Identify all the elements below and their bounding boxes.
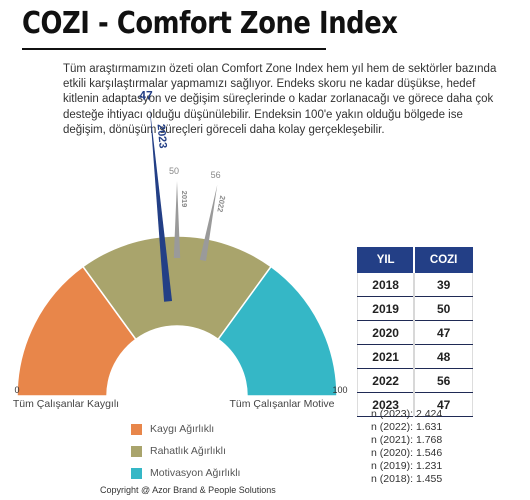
table-row: 2018 39 <box>357 272 474 297</box>
table-cell-year: 2022 <box>357 368 415 393</box>
needle-year-label: 2023 <box>154 124 168 150</box>
table-cell-year: 2018 <box>357 272 415 297</box>
table-row: 2021 48 <box>357 344 474 369</box>
table-cell-cozi: 48 <box>413 344 474 369</box>
gauge-segment-motive <box>217 265 338 397</box>
sample-size-item: n (2023): 2.424 <box>371 408 443 420</box>
cozi-table: YIL COZI 2018 39 2019 50 2020 47 2021 48… <box>357 247 474 417</box>
gauge-segment-rahatlik <box>81 235 273 341</box>
table-cell-cozi: 47 <box>413 392 474 417</box>
gauge-left-label: Tüm Çalışanlar Kaygılı <box>13 398 119 410</box>
table-header-cozi: COZI <box>413 247 474 273</box>
copyright: Copyright @ Azor Brand & People Solution… <box>100 485 276 495</box>
table-cell-cozi: 56 <box>413 368 474 393</box>
sample-size-item: n (2020): 1.546 <box>371 447 443 460</box>
table-cell-year: 2019 <box>357 296 415 321</box>
needle-2023 <box>149 107 173 302</box>
intro-paragraph: Tüm araştırmamızın özeti olan Comfort Zo… <box>63 63 497 136</box>
legend-item: Kaygı Ağırlıklı <box>131 418 240 440</box>
needle-value-label: 56 <box>211 170 221 180</box>
page-title: COZI - Comfort Zone Index <box>22 6 398 41</box>
legend-item: Rahatlık Ağırlıklı <box>131 440 240 462</box>
needle-value-label: 47 <box>139 88 153 102</box>
sample-size-item: n (2021): 1.768 <box>371 434 443 447</box>
scale-min-label: 0 <box>14 385 19 395</box>
table-row: 2022 56 <box>357 368 474 393</box>
table-cell-year: 2020 <box>357 320 415 345</box>
legend-label: Motivasyon Ağırlıklı <box>150 467 241 479</box>
legend-label: Kaygı Ağırlıklı <box>150 423 215 435</box>
table-cell-cozi: 47 <box>413 320 474 345</box>
table-cell-year: 2023 <box>357 392 415 417</box>
legend-label: Rahatlık Ağırlıklı <box>150 445 226 457</box>
gauge-right-label: Tüm Çalışanlar Motive <box>229 398 334 410</box>
legend-swatch-rahatlik <box>131 445 142 457</box>
table-cell-cozi: 50 <box>413 296 474 321</box>
sample-size-item: n (2019): 1.231 <box>371 460 443 473</box>
table-row: 2023 47 <box>357 392 474 417</box>
legend-item: Motivasyon Ağırlıklı <box>131 462 240 484</box>
title-underline <box>22 48 326 50</box>
table-row: 2019 50 <box>357 296 474 321</box>
table-cell-cozi: 39 <box>413 272 474 297</box>
needle-value-label: 50 <box>169 166 179 176</box>
table-cell-year: 2021 <box>357 344 415 369</box>
legend: Kaygı Ağırlıklı Rahatlık Ağırlıklı Motiv… <box>131 418 240 484</box>
legend-swatch-motive <box>131 467 142 479</box>
sample-size-item: n (2022): 1.631 <box>371 421 443 434</box>
legend-swatch-kaygi <box>131 423 142 435</box>
scale-max-label: 100 <box>332 385 347 395</box>
table-header-year: YIL <box>357 247 415 273</box>
needle-year-label: 2019 <box>180 191 189 208</box>
needle-2022 <box>199 184 218 262</box>
sample-size-list: n (2023): 2.424 n (2022): 1.631 n (2021)… <box>371 408 442 487</box>
needle-year-label: 2022 <box>215 195 227 213</box>
table-row: 2020 47 <box>357 320 474 345</box>
needle-2019 <box>173 181 181 258</box>
sample-size-item: n (2018): 1.455 <box>371 473 443 486</box>
